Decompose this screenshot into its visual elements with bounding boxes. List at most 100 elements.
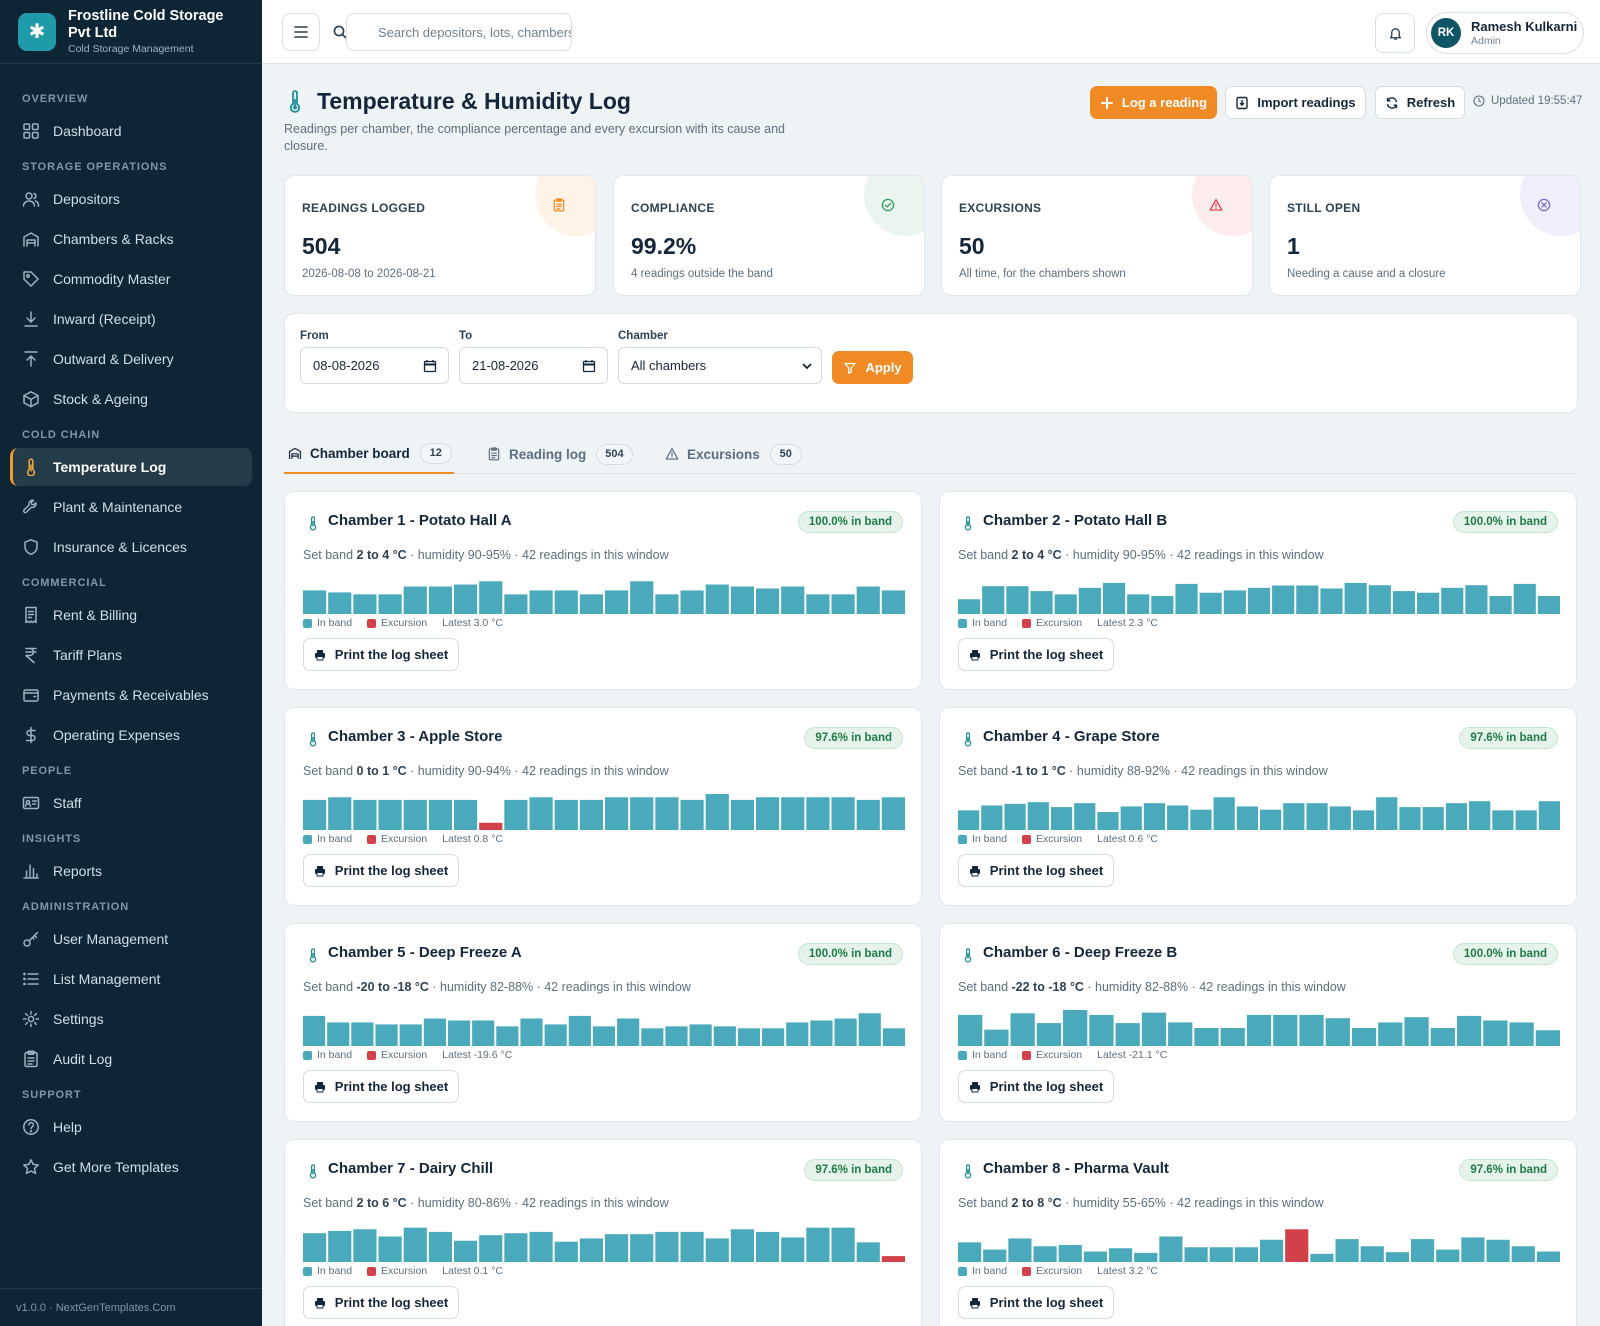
reading-bar[interactable]: [1127, 594, 1150, 614]
print-log-sheet-button[interactable]: Print the log sheet: [303, 1070, 459, 1103]
to-date-input[interactable]: 21-08-2026: [459, 347, 608, 384]
reading-bar[interactable]: [303, 799, 327, 830]
reading-bar[interactable]: [806, 797, 830, 830]
reading-bar[interactable]: [641, 1028, 664, 1046]
reading-bar[interactable]: [1306, 803, 1328, 830]
reading-bar[interactable]: [1074, 803, 1096, 830]
reading-bar[interactable]: [479, 1235, 503, 1262]
reading-bar[interactable]: [1246, 1014, 1272, 1046]
reading-bar[interactable]: [1399, 807, 1421, 830]
reading-bar[interactable]: [1445, 803, 1468, 830]
reading-bar[interactable]: [353, 594, 377, 614]
reading-bar[interactable]: [479, 581, 503, 614]
reading-bar[interactable]: [781, 1237, 805, 1262]
reading-bar[interactable]: [351, 1022, 374, 1046]
reading-bar[interactable]: [958, 810, 980, 830]
reading-bar[interactable]: [579, 1238, 603, 1262]
reading-bar[interactable]: [1199, 592, 1222, 614]
reading-bar[interactable]: [520, 1018, 543, 1046]
reading-bar[interactable]: [882, 1028, 905, 1046]
search-input[interactable]: [346, 13, 572, 51]
reading-bar[interactable]: [1469, 801, 1491, 830]
print-log-sheet-button[interactable]: Print the log sheet: [303, 854, 459, 887]
print-log-sheet-button[interactable]: Print the log sheet: [303, 1286, 459, 1319]
calendar-icon[interactable]: [423, 359, 437, 373]
sidebar-item-user-management[interactable]: User Management: [10, 920, 252, 958]
reading-bar[interactable]: [705, 584, 729, 614]
reading-bar[interactable]: [1175, 583, 1198, 614]
reading-bar[interactable]: [958, 599, 981, 614]
reading-bar[interactable]: [1054, 594, 1077, 614]
reading-bar[interactable]: [1352, 810, 1375, 830]
reading-bar[interactable]: [1097, 812, 1119, 830]
reading-bar[interactable]: [762, 1028, 785, 1046]
reading-bar[interactable]: [1422, 807, 1444, 830]
reading-bar[interactable]: [856, 586, 880, 614]
reading-bar[interactable]: [1134, 1252, 1158, 1262]
notifications-button[interactable]: [1375, 13, 1415, 53]
reading-bar[interactable]: [1320, 588, 1343, 614]
reading-bar[interactable]: [1417, 592, 1440, 614]
tab-chamber-board[interactable]: Chamber board 12: [284, 434, 454, 474]
reading-bar[interactable]: [983, 1249, 1007, 1262]
reading-bar[interactable]: [403, 586, 427, 614]
reading-bar[interactable]: [1461, 1237, 1485, 1262]
reading-bar[interactable]: [447, 1020, 471, 1046]
menu-button[interactable]: [282, 13, 320, 51]
reading-bar[interactable]: [1004, 803, 1026, 830]
reading-bar[interactable]: [655, 1231, 679, 1262]
reading-bar[interactable]: [1538, 801, 1560, 830]
print-log-sheet-button[interactable]: Print the log sheet: [958, 638, 1114, 671]
reading-bar[interactable]: [1083, 1251, 1107, 1262]
reading-bar[interactable]: [1027, 802, 1049, 830]
print-log-sheet-button[interactable]: Print the log sheet: [303, 638, 459, 671]
tab-excursions[interactable]: Excursions 50: [661, 434, 802, 474]
tab-reading-log[interactable]: Reading log 504: [483, 434, 633, 474]
sidebar-item-dashboard[interactable]: Dashboard: [10, 112, 252, 150]
reading-bar[interactable]: [353, 799, 377, 830]
reading-bar[interactable]: [756, 588, 780, 614]
import-readings-button[interactable]: Import readings: [1225, 86, 1366, 119]
reading-bar[interactable]: [1058, 1244, 1082, 1262]
reading-bar[interactable]: [378, 1236, 402, 1262]
reading-bar[interactable]: [428, 586, 452, 614]
reading-bar[interactable]: [856, 1242, 880, 1262]
reading-bar[interactable]: [1143, 803, 1166, 830]
reading-bar[interactable]: [1376, 797, 1398, 830]
reading-bar[interactable]: [568, 1015, 591, 1046]
reading-bar[interactable]: [1184, 1247, 1208, 1262]
reading-bar[interactable]: [958, 1014, 983, 1046]
reading-bar[interactable]: [680, 1231, 704, 1262]
reading-bar[interactable]: [1537, 596, 1560, 614]
user-menu[interactable]: RK Ramesh Kulkarni Admin: [1426, 12, 1584, 54]
reading-bar[interactable]: [858, 1013, 881, 1046]
reading-bar[interactable]: [1260, 809, 1282, 830]
reading-bar[interactable]: [689, 1024, 712, 1046]
reading-bar[interactable]: [1168, 1022, 1193, 1046]
reading-bar[interactable]: [1511, 1246, 1535, 1262]
reading-bar[interactable]: [617, 1018, 640, 1046]
from-date-input[interactable]: 08-08-2026: [300, 347, 449, 384]
apply-button[interactable]: Apply: [832, 351, 913, 384]
reading-bar[interactable]: [1223, 590, 1246, 614]
reading-bar[interactable]: [423, 1018, 446, 1046]
excursion-bar[interactable]: [479, 822, 503, 830]
reading-bar[interactable]: [1310, 1253, 1334, 1262]
reading-bar[interactable]: [1247, 587, 1271, 614]
reading-bar[interactable]: [834, 1018, 857, 1046]
reading-bar[interactable]: [1486, 1239, 1510, 1262]
sidebar-item-commodity-master[interactable]: Commodity Master: [10, 260, 252, 298]
reading-bar[interactable]: [881, 797, 905, 830]
reading-bar[interactable]: [1299, 1014, 1324, 1046]
reading-bar[interactable]: [1008, 1238, 1032, 1262]
reading-bar[interactable]: [605, 797, 629, 830]
reading-bar[interactable]: [1234, 1247, 1258, 1262]
reading-bar[interactable]: [1492, 810, 1514, 830]
reading-bar[interactable]: [1220, 1028, 1245, 1046]
reading-bar[interactable]: [1260, 1239, 1284, 1262]
sidebar-item-insurance-licences[interactable]: Insurance & Licences: [10, 528, 252, 566]
refresh-button[interactable]: Refresh: [1375, 86, 1465, 119]
reading-bar[interactable]: [428, 799, 452, 830]
reading-bar[interactable]: [327, 1022, 350, 1046]
reading-bar[interactable]: [399, 1024, 422, 1046]
